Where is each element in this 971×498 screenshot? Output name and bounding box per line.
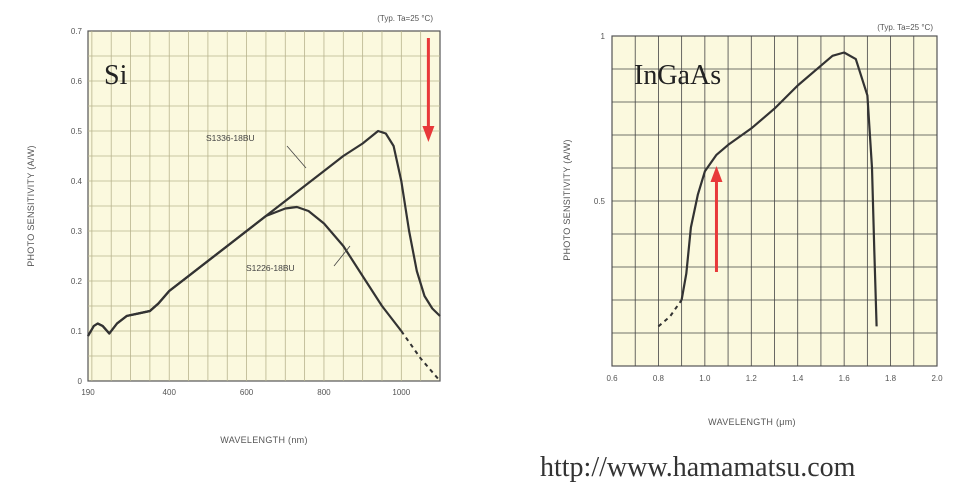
ingaas-y-tick-label: 1 [601, 32, 606, 41]
si-series-line-s1226-dashed [400, 330, 441, 382]
ingaas-x-tick-label: 1.6 [839, 374, 851, 383]
si-y-tick-label: 0 [78, 377, 83, 386]
si-ticks: 190 400 600 800 1000 0 0.1 0.2 0.3 0.4 0.5 0.6 0.7 [71, 27, 411, 397]
ingaas-y-tick-label: 0.5 [594, 197, 606, 206]
ingaas-plot-label: InGaAs [634, 60, 721, 91]
si-condition-note: (Typ. Ta=25 °C) [377, 14, 433, 23]
ingaas-red-arrow-head [710, 166, 723, 182]
ingaas-x-tick-label: 0.6 [606, 374, 618, 383]
ingaas-x-tick-label: 2.0 [931, 374, 943, 383]
ingaas-x-tick-label: 1.2 [746, 374, 758, 383]
si-callout-line-s1336 [286, 145, 307, 169]
source-url: http://www.hamamatsu.com [540, 452, 856, 483]
ingaas-ticks: 0.6 0.8 1.0 1.2 1.4 1.6 1.8 2.0 0.5 1 [594, 32, 943, 383]
ingaas-grid [612, 36, 937, 366]
si-series [87, 38, 441, 382]
si-chart: 190 400 600 800 1000 0 0.1 0.2 0.3 0.4 0.5 0.6 0.7 S… [26, 14, 441, 445]
si-y-tick-label: 0.5 [71, 127, 83, 136]
ingaas-x-tick-label: 0.8 [653, 374, 665, 383]
si-y-tick-label: 0.4 [71, 177, 83, 186]
si-series-label-s1336: S1336-18BU [206, 133, 255, 143]
ingaas-y-axis-label: PHOTO SENSITIVITY (A/W) [562, 139, 572, 261]
ingaas-x-tick-label: 1.4 [792, 374, 804, 383]
ingaas-series [657, 51, 878, 328]
ingaas-x-axis-label: WAVELENGTH (μm) [708, 417, 796, 427]
ingaas-condition-note: (Typ. Ta=25 °C) [877, 23, 933, 32]
ingaas-x-tick-label: 1.8 [885, 374, 897, 383]
si-grid [88, 31, 440, 381]
si-y-tick-label: 0.1 [71, 327, 83, 336]
si-x-tick-label: 1000 [392, 388, 410, 397]
si-callout-line-s1226 [333, 245, 351, 267]
ingaas-series-line [680, 51, 878, 327]
si-series-label-s1226: S1226-18BU [246, 263, 295, 273]
ingaas-chart: 0.6 0.8 1.0 1.2 1.4 1.6 1.8 2.0 0.5 1 InGaAs (Typ… [562, 23, 943, 427]
si-y-tick-label: 0.2 [71, 277, 83, 286]
si-y-tick-label: 0.6 [71, 77, 83, 86]
si-y-axis-label: PHOTO SENSITIVITY (A/W) [26, 145, 36, 267]
si-x-tick-label: 800 [317, 388, 331, 397]
si-series-line-s1226 [87, 205, 403, 337]
si-x-tick-label: 190 [81, 388, 95, 397]
si-x-tick-label: 400 [163, 388, 177, 397]
ingaas-x-tick-label: 1.0 [699, 374, 711, 383]
si-red-arrow-head [422, 126, 435, 142]
si-y-tick-label: 0.7 [71, 27, 83, 36]
si-y-tick-label: 0.3 [71, 227, 83, 236]
si-x-axis-label: WAVELENGTH (nm) [220, 435, 308, 445]
si-x-tick-label: 600 [240, 388, 254, 397]
si-plot-label: Si [104, 60, 128, 91]
